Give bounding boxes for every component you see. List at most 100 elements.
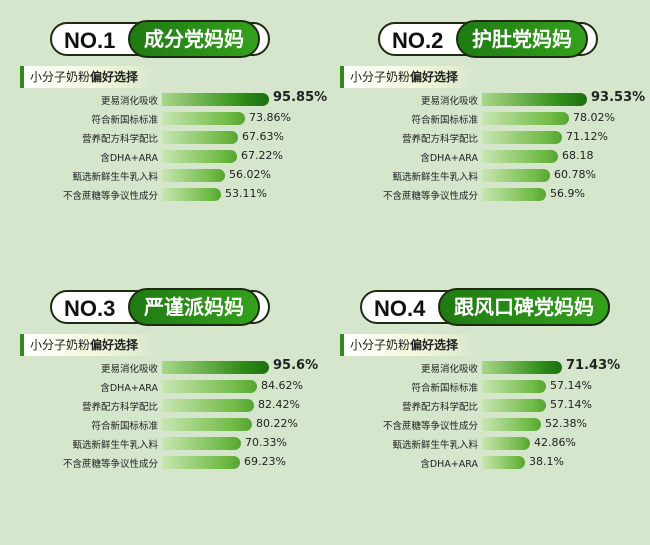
group-title: 跟风口碑党妈妈 xyxy=(438,288,610,326)
bar-rows: 更易消化吸收 95.85% 符合新国标标准 73.86% 营养配方科学配比 67.63% 含… xyxy=(10,90,327,204)
rank-label: NO.2 xyxy=(392,28,444,53)
bar-rows: 更易消化吸收 95.6% 含DHA+ARA 84.62% 营养配方科学配比 82.42% 符… xyxy=(10,358,318,472)
bar xyxy=(482,188,546,201)
panel-4: NO.4 跟风口碑党妈妈 小分子奶粉偏好选择 更易消化吸收 71.43% 符合新国标… xyxy=(330,288,630,490)
bar xyxy=(482,93,587,106)
value-label: 93.53% xyxy=(591,90,646,105)
bar xyxy=(482,399,546,412)
bar-row: 含DHA+ARA 38.1% xyxy=(330,453,630,472)
rank-label: NO.1 xyxy=(64,28,116,53)
panel-1: NO.1 成分党妈妈 小分子奶粉偏好选择 更易消化吸收 95.85% 符合新国标标准… xyxy=(10,20,327,222)
panel-2: NO.2 护肚党妈妈 小分子奶粉偏好选择 更易消化吸收 93.53% 符合新国标标准… xyxy=(330,20,645,222)
category-label: 含DHA+ARA xyxy=(100,153,158,164)
subtitle-bold: 偏好选择 xyxy=(410,70,459,84)
value-label: 56.9% xyxy=(550,187,585,200)
group-title: 严谨派妈妈 xyxy=(128,288,260,326)
bar-row: 符合新国标标准 57.14% xyxy=(330,377,630,396)
rank-label: NO.4 xyxy=(374,296,426,321)
bar-row: 更易消化吸收 95.85% xyxy=(10,90,327,109)
value-label: 57.14% xyxy=(550,379,592,392)
bar xyxy=(482,361,562,374)
value-label: 82.42% xyxy=(258,398,300,411)
bar xyxy=(162,131,238,144)
value-label: 71.12% xyxy=(566,130,608,143)
bar-row: 甄选新鲜生牛乳入料 70.33% xyxy=(10,434,310,453)
category-label: 符合新国标标准 xyxy=(91,115,158,126)
value-label: 67.22% xyxy=(241,149,283,162)
panel-3: NO.3 严谨派妈妈 小分子奶粉偏好选择 更易消化吸收 95.6% 含DHA+ARA… xyxy=(10,288,318,490)
category-label: 更易消化吸收 xyxy=(420,364,478,375)
category-label: 含DHA+ARA xyxy=(100,383,158,394)
category-label: 更易消化吸收 xyxy=(100,96,158,107)
value-label: 57.14% xyxy=(550,398,592,411)
bar-row: 营养配方科学配比 67.63% xyxy=(10,128,310,147)
category-label: 甄选新鲜生牛乳入料 xyxy=(72,172,158,183)
value-label: 95.85% xyxy=(273,90,328,105)
category-label: 营养配方科学配比 xyxy=(401,402,478,413)
bar xyxy=(162,150,237,163)
bar xyxy=(482,131,562,144)
bar-row: 含DHA+ARA 67.22% xyxy=(10,147,310,166)
bar xyxy=(162,437,241,450)
category-label: 符合新国标标准 xyxy=(91,421,158,432)
category-label: 营养配方科学配比 xyxy=(401,134,478,145)
value-label: 67.63% xyxy=(242,130,284,143)
group-title: 护肚党妈妈 xyxy=(456,20,588,58)
category-label: 更易消化吸收 xyxy=(100,364,158,375)
bar-row: 更易消化吸收 95.6% xyxy=(10,358,318,377)
bar xyxy=(482,437,530,450)
bar xyxy=(482,169,550,182)
bar-rows: 更易消化吸收 93.53% 符合新国标标准 78.02% 营养配方科学配比 71.12% 含… xyxy=(330,90,645,204)
subtitle-bold: 偏好选择 xyxy=(90,70,139,84)
bar xyxy=(162,169,225,182)
value-label: 73.86% xyxy=(249,111,291,124)
bar-row: 不含蔗糖等争议性成分 52.38% xyxy=(330,415,630,434)
value-label: 78.02% xyxy=(573,111,615,124)
bar-row: 甄选新鲜生牛乳入料 42.86% xyxy=(330,434,630,453)
bar-row: 营养配方科学配比 71.12% xyxy=(330,128,630,147)
subtitle-prefix: 小分子奶粉 xyxy=(350,70,411,84)
bar xyxy=(162,112,245,125)
subtitle-prefix: 小分子奶粉 xyxy=(350,338,411,352)
value-label: 56.02% xyxy=(229,168,271,181)
category-label: 不含蔗糖等争议性成分 xyxy=(62,191,158,202)
bar-row: 符合新国标标准 78.02% xyxy=(330,109,630,128)
value-label: 42.86% xyxy=(534,436,576,449)
bar xyxy=(162,456,240,469)
value-label: 60.78% xyxy=(554,168,596,181)
bar-rows: 更易消化吸收 71.43% 符合新国标标准 57.14% 营养配方科学配比 57.14% 不… xyxy=(330,358,630,472)
bar-row: 不含蔗糖等争议性成分 53.11% xyxy=(10,185,310,204)
subtitle-prefix: 小分子奶粉 xyxy=(30,70,91,84)
value-label: 71.43% xyxy=(566,358,621,373)
bar xyxy=(482,112,569,125)
subtitle-tag: 小分子奶粉偏好选择 xyxy=(340,66,477,88)
value-label: 52.38% xyxy=(545,417,587,430)
category-label: 不含蔗糖等争议性成分 xyxy=(382,421,478,432)
bar xyxy=(482,380,546,393)
bar xyxy=(162,399,254,412)
value-label: 95.6% xyxy=(273,358,319,373)
category-label: 含DHA+ARA xyxy=(420,153,478,164)
category-label: 营养配方科学配比 xyxy=(81,134,158,145)
category-label: 营养配方科学配比 xyxy=(81,402,158,413)
subtitle-tag: 小分子奶粉偏好选择 xyxy=(20,66,157,88)
bar-row: 营养配方科学配比 57.14% xyxy=(330,396,630,415)
category-label: 甄选新鲜生牛乳入料 xyxy=(72,440,158,451)
bar-row: 含DHA+ARA 84.62% xyxy=(10,377,310,396)
category-label: 不含蔗糖等争议性成分 xyxy=(382,191,478,202)
bar-row: 甄选新鲜生牛乳入料 56.02% xyxy=(10,166,310,185)
bar-row: 甄选新鲜生牛乳入料 60.78% xyxy=(330,166,630,185)
category-label: 符合新国标标准 xyxy=(411,383,478,394)
bar-row: 营养配方科学配比 82.42% xyxy=(10,396,310,415)
bar xyxy=(482,418,541,431)
category-label: 更易消化吸收 xyxy=(420,96,478,107)
category-label: 符合新国标标准 xyxy=(411,115,478,126)
group-title: 成分党妈妈 xyxy=(128,20,260,58)
bar-row: 更易消化吸收 71.43% xyxy=(330,358,630,377)
value-label: 69.23% xyxy=(244,455,286,468)
subtitle-bold: 偏好选择 xyxy=(410,338,459,352)
subtitle-tag: 小分子奶粉偏好选择 xyxy=(20,334,157,356)
bar xyxy=(482,150,558,163)
value-label: 53.11% xyxy=(225,187,267,200)
category-label: 含DHA+ARA xyxy=(420,459,478,470)
